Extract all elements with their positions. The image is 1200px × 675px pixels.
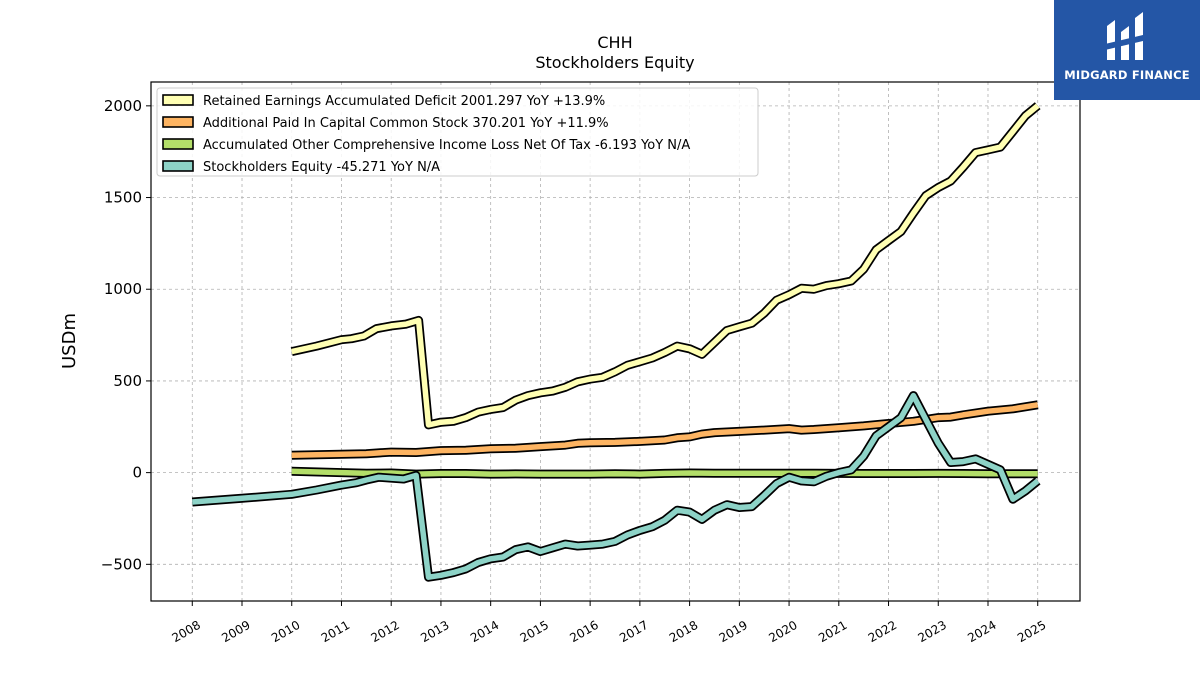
x-tick-label: 2014 — [468, 618, 501, 645]
legend-entry-3: Stockholders Equity -45.271 YoY N/A — [203, 160, 440, 175]
series-line-2 — [291, 468, 1038, 477]
x-tick-label: 2019 — [717, 618, 750, 645]
x-tick-label: 2023 — [916, 618, 949, 645]
series-line-0 — [291, 103, 1040, 428]
x-tick-label: 2011 — [319, 618, 352, 645]
x-tick-label: 2025 — [1015, 618, 1048, 645]
legend-entry-1: Additional Paid In Capital Common Stock … — [203, 116, 609, 131]
legend-swatch-1 — [162, 116, 194, 128]
x-tick-label: 2012 — [368, 618, 401, 645]
x-axis: 2008 2009 2010 2011 2012 2013 2014 2015 2016 2017… — [170, 601, 1048, 645]
legend: Retained Earnings Accumulated Deficit 20… — [156, 87, 759, 177]
y-tick-label: 2000 — [104, 97, 142, 115]
y-axis: −500 0 500 1000 1500 2000 — [101, 97, 151, 573]
x-tick-label: 2009 — [219, 618, 252, 645]
legend-swatch-0 — [162, 94, 194, 106]
y-tick-label: 1500 — [104, 189, 142, 207]
x-tick-label: 2020 — [766, 618, 799, 645]
x-tick-label: 2013 — [418, 618, 451, 645]
x-tick-label: 2024 — [965, 618, 998, 645]
plot-area — [150, 81, 1081, 602]
legend-swatch-3 — [162, 160, 194, 172]
y-tick-label: 0 — [132, 464, 142, 482]
series-line-3 — [192, 392, 1040, 580]
x-tick-label: 2022 — [866, 618, 899, 645]
y-tick-label: 500 — [113, 372, 142, 390]
x-tick-label: 2008 — [170, 618, 203, 645]
y-tick-label: 1000 — [104, 280, 142, 298]
chart-subtitle: Stockholders Equity — [535, 53, 694, 72]
legend-entry-2: Accumulated Other Comprehensive Income L… — [203, 138, 690, 153]
brand-logo: MIDGARD FINANCE — [1054, 0, 1200, 100]
midgard-logo-icon — [1105, 12, 1147, 60]
series-lines — [191, 102, 1041, 582]
legend-swatch-2 — [162, 138, 194, 150]
x-tick-label: 2018 — [667, 618, 700, 645]
x-tick-label: 2021 — [816, 618, 849, 645]
x-tick-label: 2010 — [269, 618, 302, 645]
x-tick-label: 2017 — [617, 618, 650, 645]
chart-title: CHH — [597, 33, 632, 52]
brand-name: MIDGARD FINANCE — [1064, 68, 1190, 82]
y-axis-label: USDm — [59, 313, 80, 369]
y-tick-label: −500 — [101, 555, 142, 573]
legend-entry-0: Retained Earnings Accumulated Deficit 20… — [203, 94, 605, 109]
x-tick-label: 2015 — [518, 618, 551, 645]
x-tick-label: 2016 — [567, 618, 600, 645]
legend-box — [156, 87, 759, 177]
